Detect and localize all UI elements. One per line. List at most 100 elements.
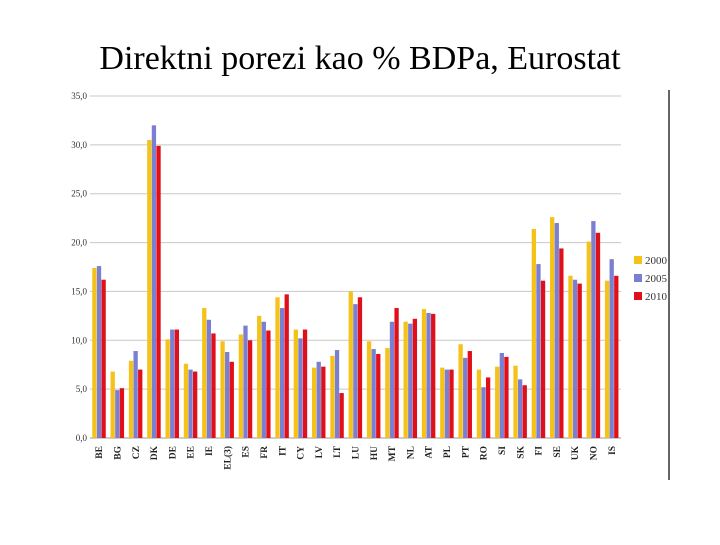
bar-2010-MT [394,308,399,438]
x-tick-label: EL(3) [222,446,233,470]
bar-2010-LT [339,393,344,438]
y-axis-ticks: 0,0 5,0 10,0 15,0 20,0 25,0 30,0 35,0 [71,91,87,443]
bar-2005-UK [572,279,578,438]
bar-2005-LT [334,350,340,438]
x-axis-ticks: BE BG CZ DK DE EE IE EL(3) ES FR IT CY LV LT LU HU MT NL A… [95,445,618,469]
bar-2000-EE [183,363,189,438]
bar-2005-SK [517,379,523,438]
bar-2010-LV [321,366,326,438]
x-tick-label: SE [553,446,563,458]
bar-2000-PL [440,367,445,438]
bar-2000-SK [513,365,518,438]
bar-2005-AT [426,312,431,438]
legend-swatch [634,292,642,300]
bar-2000-ES [238,334,244,438]
bar-2005-DK [151,125,157,439]
bar-2005-BE [96,266,102,438]
legend-label: 2005 [645,273,668,285]
bar-2000-IS [604,280,610,438]
bar-2010-FR [266,330,271,438]
bar-2000-BG [110,371,115,438]
bars [92,125,619,439]
x-tick-label: IT [278,445,288,456]
bar-2010-BG [119,388,125,438]
bar-2000-RO [476,369,482,438]
bar-2000-PT [458,344,463,438]
bar-2010-DK [156,145,161,438]
legend: 2000 2005 2010 [634,255,668,303]
legend-label: 2000 [645,255,668,267]
x-tick-label: AT [425,445,435,458]
x-tick-label: UK [571,445,581,460]
bar-2010-SK [522,385,527,438]
bar-2000-DK [147,139,152,438]
bar-2000-CY [293,329,298,438]
bar-2010-CZ [138,369,143,438]
bar-2005-PL [444,369,450,438]
bar-2000-EL(3) [220,341,225,438]
bar-2010-AT [431,313,436,438]
bar-2010-IE [211,333,216,438]
bar-2005-ES [243,325,248,438]
bar-2010-LU [357,297,363,438]
bar-2005-EE [188,369,193,438]
x-tick-label: DE [168,446,178,459]
legend-swatch [634,274,642,282]
y-tick-label: 35,0 [71,91,87,101]
x-tick-label: IE [205,446,215,456]
bar-2000-SE [550,217,555,438]
bar-2005-IT [279,308,285,438]
bar-2005-HU [371,349,376,438]
bar-2000-SI [495,366,500,438]
x-tick-label: CY [297,446,307,460]
bar-2010-EL(3) [229,361,234,438]
bar-2010-EE [193,371,198,438]
bar-2005-EL(3) [225,352,230,438]
bar-2010-IT [284,294,289,438]
bar-2010-DE [174,329,179,438]
bar-2010-PT [467,351,472,438]
x-tick-label: FR [260,446,270,459]
x-tick-label: EE [187,446,197,459]
x-tick-label: MT [388,445,398,461]
bar-2010-SI [504,356,509,438]
x-tick-label: LV [315,446,325,458]
bar-2010-HU [376,353,381,438]
x-tick-label: PL [443,446,453,458]
legend-swatch [634,256,642,264]
bar-2005-SE [554,223,559,438]
bar-2005-NL [408,323,413,438]
bar-2000-NL [403,321,408,438]
bar-2000-DE [165,339,170,438]
bar-2010-BE [101,279,106,438]
x-tick-label: IS [608,446,618,455]
x-tick-label: NL [406,446,416,459]
bar-2010-PL [449,369,454,438]
bar-2000-IT [275,297,280,438]
x-tick-label: PT [461,445,471,458]
bar-2005-IE [206,319,212,438]
y-tick-label: 0,0 [76,433,88,443]
bar-2005-NO [591,221,596,438]
bar-2005-FI [536,264,541,438]
bar-2005-DE [170,329,175,438]
bar-2000-LT [330,355,335,438]
x-tick-label: BG [113,445,123,459]
x-tick-label: BE [95,446,105,459]
bar-2005-BG [115,390,120,438]
bar-2000-CZ [128,360,134,438]
bar-2000-HU [366,341,372,438]
bar-2000-FR [257,315,262,438]
bar-2000-UK [568,275,573,438]
bar-2005-PT [463,357,468,438]
bar-2000-MT [385,348,390,438]
bar-2010-ES [247,340,253,438]
bar-2000-BE [92,267,97,438]
y-tick-label: 15,0 [71,286,87,296]
bar-2000-LV [311,367,317,438]
x-tick-label: DK [150,445,160,460]
x-tick-label: SK [516,445,526,458]
bar-2005-SI [499,352,504,438]
